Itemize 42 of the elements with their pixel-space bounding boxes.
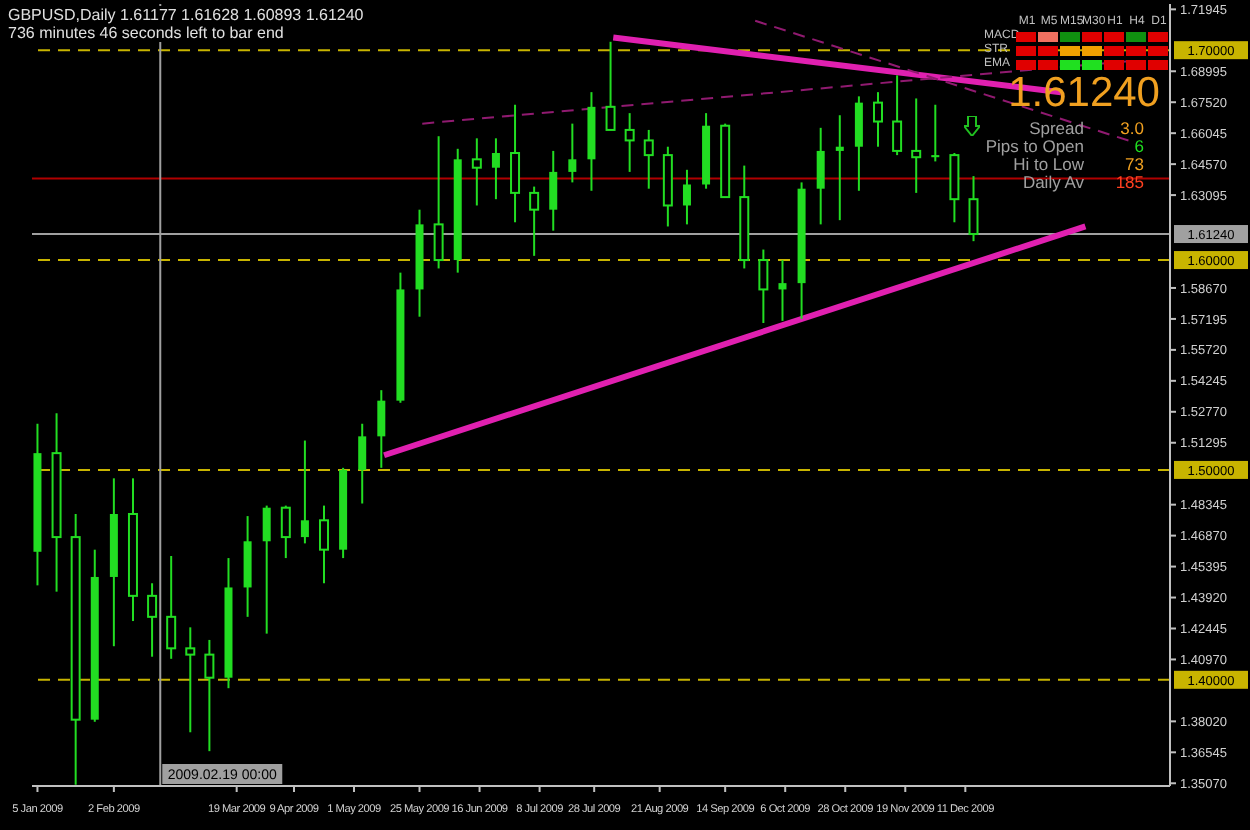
annotation: Hi to Low bbox=[1013, 154, 1084, 174]
candlestick bbox=[358, 422, 367, 505]
candlestick bbox=[854, 95, 863, 192]
chart-title: GBPUSD,Daily 1.61177 1.61628 1.60893 1.61240 bbox=[8, 6, 364, 24]
candlestick bbox=[510, 103, 521, 224]
candlestick bbox=[968, 175, 979, 243]
candlestick bbox=[166, 554, 177, 660]
candlestick bbox=[643, 128, 654, 190]
candlestick bbox=[262, 504, 271, 635]
candlestick bbox=[491, 137, 500, 201]
annotation: 1.61240 bbox=[1006, 70, 1160, 116]
candlestick bbox=[471, 137, 482, 207]
candlestick bbox=[549, 149, 558, 232]
annotation: 3.0 bbox=[1118, 118, 1144, 138]
candlestick bbox=[931, 103, 940, 163]
candlestick bbox=[568, 122, 577, 184]
candlestick bbox=[816, 126, 825, 226]
candlestick bbox=[778, 259, 787, 322]
text: 736 minutes 46 seconds left to bar end bbox=[8, 24, 284, 42]
candlestick bbox=[892, 74, 903, 157]
candlestick bbox=[605, 40, 616, 131]
candlestick bbox=[873, 91, 883, 148]
candlestick bbox=[204, 638, 215, 753]
annotation: Spread bbox=[1027, 118, 1084, 138]
candlestick bbox=[911, 97, 922, 194]
candlestick bbox=[319, 504, 329, 585]
candlestick bbox=[243, 515, 252, 618]
candlestick bbox=[433, 135, 444, 270]
candlestick bbox=[758, 248, 769, 325]
candlestick bbox=[949, 152, 960, 224]
annotation: Pips to Open bbox=[983, 136, 1084, 156]
candlestick bbox=[185, 626, 196, 734]
candlestick bbox=[835, 114, 844, 222]
candlestick bbox=[377, 389, 386, 469]
candlestick bbox=[147, 582, 158, 658]
candlestick bbox=[529, 185, 540, 257]
annotation: 73 bbox=[1123, 154, 1144, 174]
candlestick bbox=[300, 439, 309, 545]
candlestick bbox=[682, 168, 691, 226]
candlestick bbox=[624, 112, 635, 173]
annotation: 6 bbox=[1132, 136, 1144, 156]
candlestick bbox=[280, 504, 291, 560]
